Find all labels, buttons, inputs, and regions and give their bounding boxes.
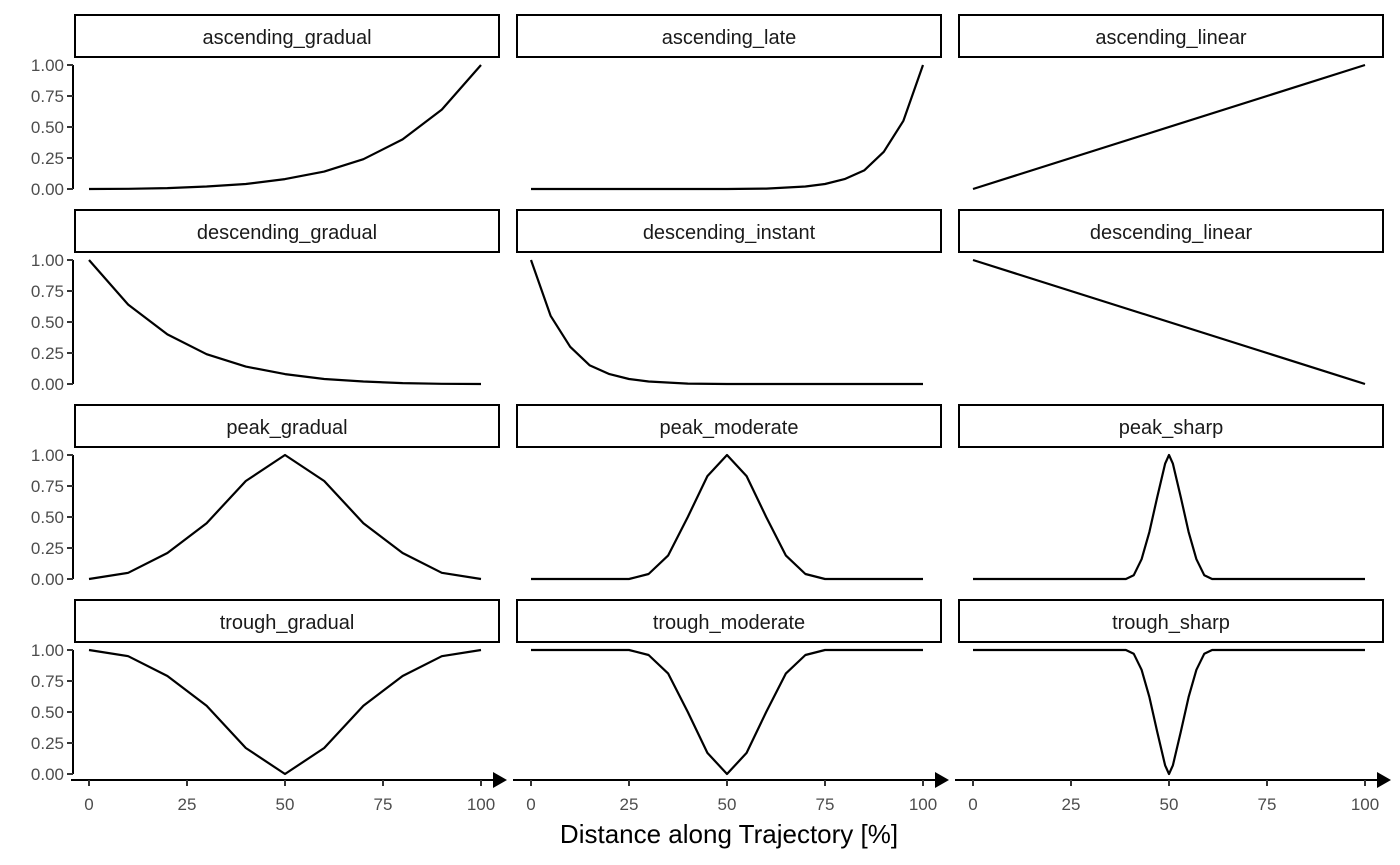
x-tick-label: 75: [374, 795, 393, 814]
panel-trough_gradual: trough_gradual 0.00 0.25 0.50 0.75 1.00 0 25 50 7…: [31, 599, 507, 814]
panel-ascending_gradual: ascending_gradual 0.00 0.25 0.50 0.75 1.00: [31, 14, 500, 199]
x-tick-label: 0: [968, 795, 977, 814]
panel-ascending_late: ascending_late: [516, 14, 942, 191]
series-line-descending_instant: [529, 259, 923, 386]
series-line-peak_sharp: [973, 453, 1365, 581]
x-tick-label: 50: [718, 795, 737, 814]
series-line-descending_gradual: [88, 259, 482, 386]
strip-box: [74, 599, 500, 643]
y-tick-label: 0.00: [31, 180, 64, 199]
panel-ascending_linear: ascending_linear: [958, 14, 1384, 191]
x-tick-label: 75: [1258, 795, 1277, 814]
y-tick-label: 0.00: [31, 765, 64, 784]
y-tick-label: 0.50: [31, 508, 64, 527]
x-axis-arrow: [1377, 772, 1391, 788]
y-tick-label: 1.00: [31, 446, 64, 465]
strip-label: trough_moderate: [653, 612, 805, 634]
strip-box: [516, 14, 942, 58]
series-line-trough_sharp: [973, 648, 1365, 776]
y-tick-label: 0.50: [31, 313, 64, 332]
y-tick-label: 0.75: [31, 477, 64, 496]
panel-descending_gradual: descending_gradual 0.00 0.25 0.50 0.75 1.00: [31, 209, 500, 394]
y-tick-label: 0.75: [31, 672, 64, 691]
strip-box: [74, 209, 500, 253]
series-line-trough_moderate: [531, 648, 923, 776]
series-line-ascending_gradual: [88, 64, 482, 191]
y-tick-label: 0.25: [31, 344, 64, 363]
series-line-descending_linear: [972, 258, 1366, 386]
x-tick-label: 50: [276, 795, 295, 814]
y-tick-label: 0.75: [31, 87, 64, 106]
x-tick-label: 100: [467, 795, 495, 814]
y-tick-label: 0.50: [31, 703, 64, 722]
strip-box: [958, 209, 1384, 253]
x-tick-label: 25: [178, 795, 197, 814]
x-tick-label: 50: [1160, 795, 1179, 814]
x-tick-label: 0: [526, 795, 535, 814]
y-tick-label: 0.50: [31, 118, 64, 137]
series-line-ascending_linear: [972, 63, 1366, 191]
panel-peak_sharp: peak_sharp: [958, 404, 1384, 581]
strip-label: peak_gradual: [226, 417, 347, 439]
strip-box: [74, 404, 500, 448]
panel-peak_moderate: peak_moderate: [516, 404, 942, 581]
panel-descending_instant: descending_instant: [516, 209, 942, 386]
y-tick-label: 0.00: [31, 375, 64, 394]
y-tick-label: 0.75: [31, 282, 64, 301]
y-tick-label: 1.00: [31, 251, 64, 270]
x-tick-label: 100: [909, 795, 937, 814]
strip-label: ascending_late: [662, 27, 797, 49]
strip-box: [516, 209, 942, 253]
strip-box: [516, 404, 942, 448]
strip-box: [958, 404, 1384, 448]
y-tick-label: 0.25: [31, 734, 64, 753]
y-tick-label: 1.00: [31, 641, 64, 660]
x-axis-title: Distance along Trajectory [%]: [560, 819, 898, 849]
strip-box: [74, 14, 500, 58]
strip-label: peak_moderate: [660, 417, 799, 439]
panel-trough_sharp: trough_sharp 0 25 50 75 100: [955, 599, 1391, 814]
strip-label: descending_linear: [1090, 222, 1253, 244]
series-line-trough_gradual: [88, 648, 482, 776]
strip-label: trough_sharp: [1112, 612, 1230, 634]
panel-peak_gradual: peak_gradual 0.00 0.25 0.50 0.75 1.00: [31, 404, 500, 589]
panel-descending_linear: descending_linear: [958, 209, 1384, 386]
y-tick-label: 0.25: [31, 149, 64, 168]
y-tick-label: 0.25: [31, 539, 64, 558]
x-axis-arrow: [493, 772, 507, 788]
x-axis-arrow: [935, 772, 949, 788]
strip-box: [958, 14, 1384, 58]
y-tick-label: 1.00: [31, 56, 64, 75]
series-line-ascending_late: [531, 64, 925, 191]
strip-label: ascending_gradual: [202, 27, 371, 49]
strip-label: ascending_linear: [1095, 27, 1247, 49]
series-line-peak_gradual: [88, 453, 482, 581]
strip-box: [958, 599, 1384, 643]
x-tick-label: 25: [620, 795, 639, 814]
strip-label: peak_sharp: [1119, 417, 1224, 439]
strip-box: [516, 599, 942, 643]
strip-label: trough_gradual: [220, 612, 355, 634]
x-tick-label: 100: [1351, 795, 1379, 814]
series-line-peak_moderate: [531, 453, 923, 581]
panel-trough_moderate: trough_moderate 0 25 50 75 100: [513, 599, 949, 814]
x-tick-label: 25: [1062, 795, 1081, 814]
x-tick-label: 0: [84, 795, 93, 814]
strip-label: descending_instant: [643, 222, 816, 244]
strip-label: descending_gradual: [197, 222, 377, 244]
x-tick-label: 75: [816, 795, 835, 814]
y-tick-label: 0.00: [31, 570, 64, 589]
